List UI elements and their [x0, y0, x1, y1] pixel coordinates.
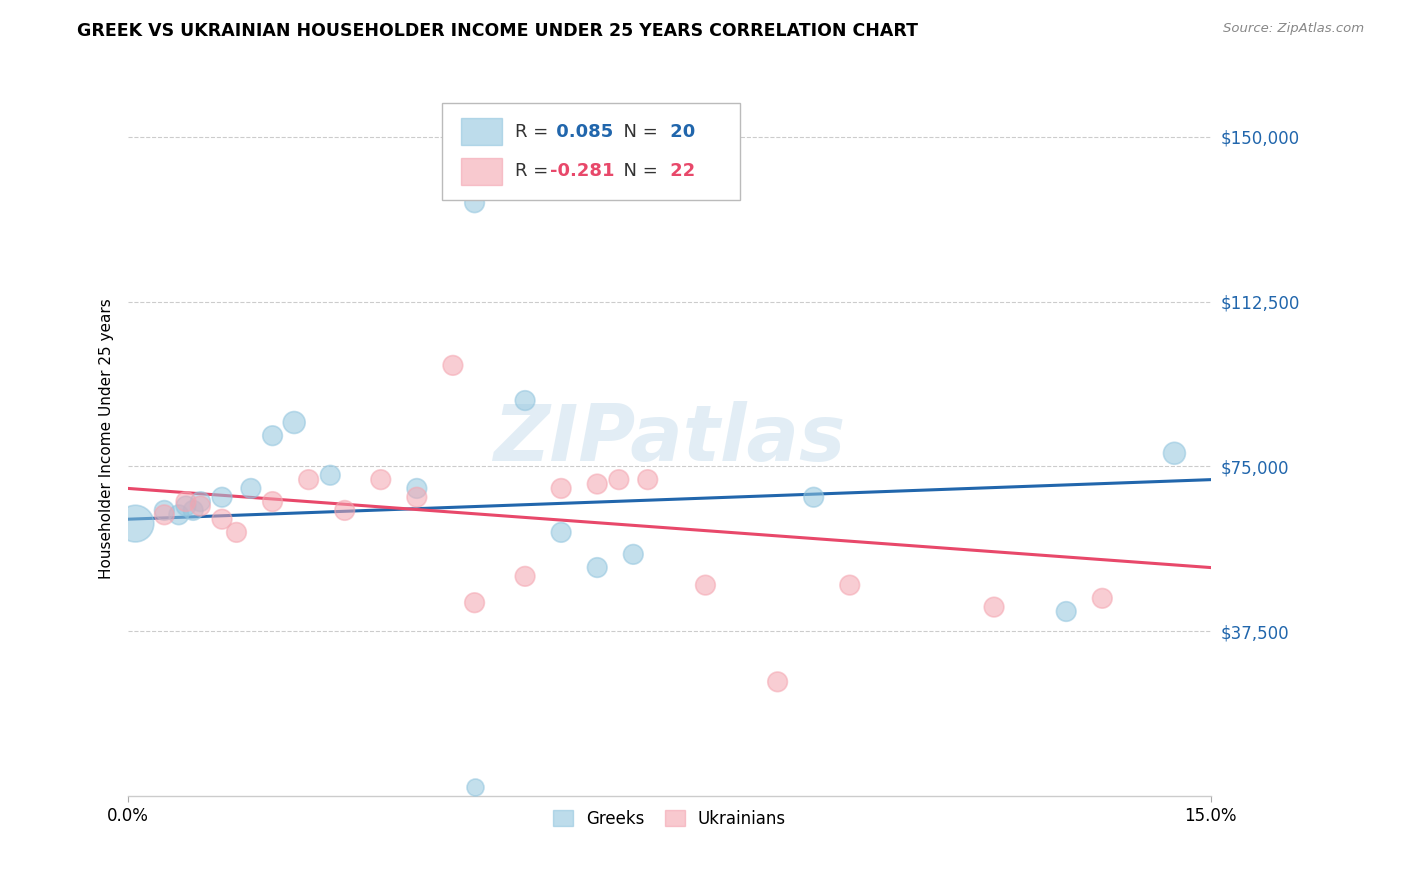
Text: -0.281: -0.281 [550, 162, 614, 180]
Point [124, 516, 146, 531]
Point [803, 490, 825, 504]
Point [262, 428, 284, 442]
Point [319, 468, 342, 483]
Point [1054, 605, 1077, 619]
Text: N =: N = [612, 162, 664, 180]
Point [211, 490, 233, 504]
Point [153, 508, 176, 522]
Point [405, 482, 427, 496]
Point [513, 569, 536, 583]
Point [607, 473, 630, 487]
Point [225, 525, 247, 540]
Point [586, 560, 609, 574]
Point [695, 578, 717, 592]
Point [464, 195, 486, 210]
Point [983, 600, 1005, 615]
Y-axis label: Householder Income Under 25 years: Householder Income Under 25 years [100, 299, 114, 580]
Point [153, 503, 176, 517]
Point [370, 473, 392, 487]
Text: N =: N = [612, 123, 664, 141]
Point [464, 780, 486, 795]
Point [1091, 591, 1114, 606]
Point [550, 482, 572, 496]
Point [174, 499, 197, 513]
FancyBboxPatch shape [441, 103, 740, 200]
Point [1163, 446, 1185, 460]
Text: GREEK VS UKRAINIAN HOUSEHOLDER INCOME UNDER 25 YEARS CORRELATION CHART: GREEK VS UKRAINIAN HOUSEHOLDER INCOME UN… [77, 22, 918, 40]
Point [174, 494, 197, 508]
Legend: Greeks, Ukrainians: Greeks, Ukrainians [546, 803, 793, 834]
Text: ZIPatlas: ZIPatlas [494, 401, 845, 477]
Point [464, 596, 486, 610]
Text: 20: 20 [664, 123, 695, 141]
Point [190, 499, 212, 513]
Text: 0.085: 0.085 [550, 123, 613, 141]
FancyBboxPatch shape [461, 158, 502, 185]
Point [283, 416, 305, 430]
FancyBboxPatch shape [461, 119, 502, 145]
Point [766, 674, 789, 689]
Point [405, 490, 427, 504]
Text: R =: R = [515, 123, 554, 141]
Point [586, 477, 609, 491]
Point [262, 494, 284, 508]
Text: Source: ZipAtlas.com: Source: ZipAtlas.com [1223, 22, 1364, 36]
Point [190, 494, 212, 508]
Point [181, 503, 204, 517]
Point [621, 547, 644, 561]
Point [441, 359, 464, 373]
Point [298, 473, 321, 487]
Text: 22: 22 [664, 162, 695, 180]
Point [838, 578, 860, 592]
Point [239, 482, 262, 496]
Point [513, 393, 536, 408]
Point [211, 512, 233, 526]
Point [167, 508, 190, 522]
Point [333, 503, 356, 517]
Point [550, 525, 572, 540]
Text: R =: R = [515, 162, 554, 180]
Point [637, 473, 659, 487]
